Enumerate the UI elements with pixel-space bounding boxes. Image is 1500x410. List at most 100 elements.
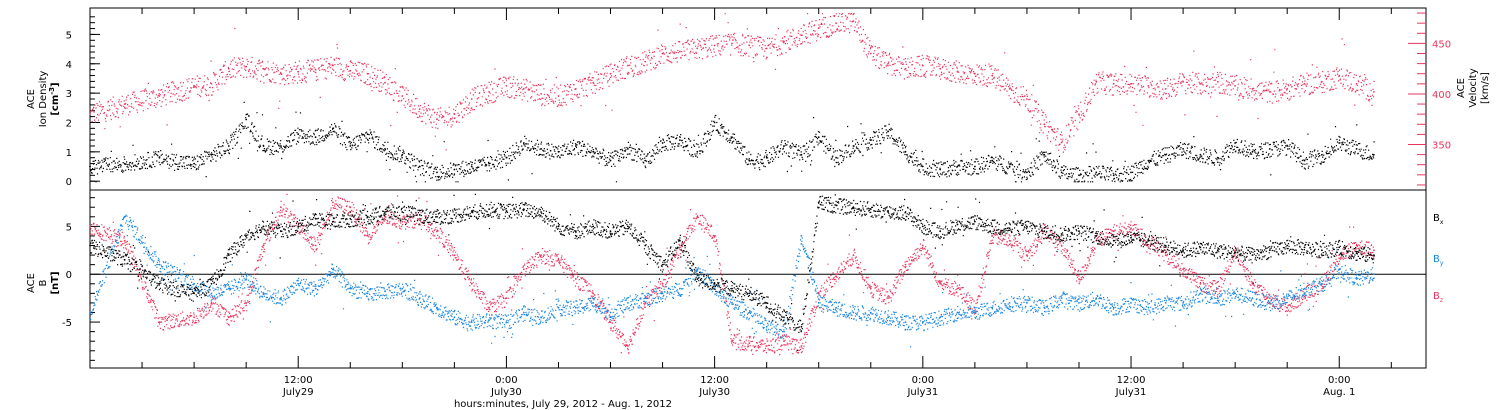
density-anchor-point — [696, 150, 699, 153]
bx-anchor-point — [1130, 236, 1132, 239]
bx-anchor-point — [332, 220, 334, 223]
by-anchor-point — [869, 311, 872, 314]
velocity-anchor-point — [366, 72, 369, 75]
by-anchor-point — [835, 306, 837, 309]
by-anchor-point — [505, 321, 508, 323]
by-anchor-point — [1338, 268, 1341, 271]
by-anchor-point — [314, 287, 317, 290]
velocity-points — [90, 13, 1375, 153]
bz-anchor-point — [1112, 230, 1115, 233]
bz-anchor-point — [1216, 287, 1219, 290]
density-anchor-point — [366, 133, 369, 136]
bx-anchor-point — [1355, 252, 1358, 255]
by-anchor-point — [644, 297, 647, 299]
density-anchor-point — [765, 156, 768, 159]
density-anchor-point — [1112, 174, 1115, 177]
velocity-anchor-point — [245, 65, 248, 68]
bx-anchor-point — [384, 211, 386, 213]
velocity-anchor-point — [470, 98, 473, 100]
by-anchor-point — [1130, 302, 1132, 304]
bz-anchor-point — [1060, 244, 1063, 247]
bz-anchor-point — [1182, 268, 1184, 271]
by-anchor-point — [193, 282, 196, 285]
density-unit: [cm-3] — [48, 82, 61, 115]
bz-anchor-point — [661, 282, 664, 285]
by-anchor-point — [783, 330, 785, 333]
density-anchor-point — [904, 150, 907, 153]
by-anchor-point — [332, 268, 334, 271]
bx-series — [89, 193, 1375, 351]
field-unit: [nT] — [50, 271, 61, 294]
bz-anchor-point — [436, 230, 438, 233]
density-anchor-point — [470, 165, 473, 168]
velocity-anchor-point — [1199, 82, 1202, 85]
by-anchor-point — [574, 306, 577, 309]
bz-anchor-point — [158, 321, 161, 323]
by-anchor-point — [384, 290, 386, 293]
density-anchor-point — [713, 121, 716, 124]
bz-anchor-point — [679, 244, 681, 247]
velocity-anchor-point — [384, 81, 386, 84]
density-anchor-point — [783, 145, 785, 147]
x-tick-label: 0:00 — [1328, 375, 1350, 386]
velocity-anchor-point — [158, 95, 161, 97]
velocity-anchor-point — [991, 74, 994, 77]
velocity-anchor-point — [765, 47, 768, 50]
density-anchor-point — [540, 148, 542, 150]
by-anchor-point — [158, 263, 161, 266]
by-anchor-point — [1078, 302, 1080, 304]
bx-anchor-point — [89, 244, 91, 247]
bz-anchor-point — [904, 263, 907, 266]
velocity-anchor-point — [1234, 85, 1236, 87]
density-anchor-point — [1095, 171, 1098, 174]
bx-anchor-point — [453, 214, 456, 216]
top-right-axis: 350 400 450 — [1408, 12, 1451, 186]
by-anchor-point — [89, 311, 91, 314]
by-anchor-point — [991, 306, 994, 309]
density-anchor-point — [262, 145, 265, 147]
by-anchor-point — [627, 302, 629, 304]
bx-anchor-point — [349, 217, 352, 220]
bx-anchor-point — [1026, 225, 1028, 228]
bz-anchor-point — [852, 254, 855, 256]
by-anchor-point — [488, 319, 490, 322]
by-anchor-point — [1008, 302, 1011, 304]
bx-anchor-point — [592, 225, 595, 228]
density-anchor-point — [436, 171, 438, 174]
by-anchor-point — [1251, 297, 1254, 299]
bx-anchor-point — [1251, 254, 1254, 256]
velocity-anchor-point — [835, 22, 837, 25]
velocity-anchor-point — [939, 67, 942, 70]
density-anchor-point — [679, 139, 681, 142]
bz-anchor-point — [210, 302, 213, 304]
field-label-line2: B — [38, 279, 49, 286]
field-tick-label: -5 — [62, 318, 72, 329]
bz-anchor-point — [314, 244, 317, 247]
density-anchor-point — [1355, 148, 1358, 150]
density-anchor-point — [1199, 153, 1202, 156]
by-anchor-point — [557, 306, 560, 309]
density-anchor-point — [522, 142, 525, 144]
density-anchor-point — [1026, 171, 1028, 174]
by-anchor-point — [921, 321, 924, 323]
x-axis: 12:00July290:00July3012:00July300:00July… — [89, 8, 1392, 398]
density-anchor-point — [609, 159, 612, 162]
velocity-anchor-point — [921, 64, 924, 67]
by-anchor-point — [696, 268, 699, 271]
bx-anchor-point — [314, 217, 317, 220]
velocity-anchor-point — [453, 113, 456, 116]
density-anchor-point — [1303, 159, 1306, 162]
velocity-anchor-point — [1043, 123, 1046, 126]
bx-anchor-point — [210, 282, 213, 285]
legend-base: B — [1433, 291, 1440, 302]
density-anchor-point — [158, 156, 161, 159]
bz-anchor-point — [835, 273, 837, 276]
density-anchor-point — [557, 150, 560, 153]
density-tick-label: 2 — [66, 118, 72, 129]
velocity-anchor-point — [974, 72, 976, 75]
by-anchor-point — [956, 311, 959, 314]
density-anchor-point — [89, 165, 91, 168]
x-tick-label: 12:00 — [284, 375, 313, 386]
bz-series — [89, 193, 1375, 356]
bx-anchor-point — [522, 208, 525, 211]
